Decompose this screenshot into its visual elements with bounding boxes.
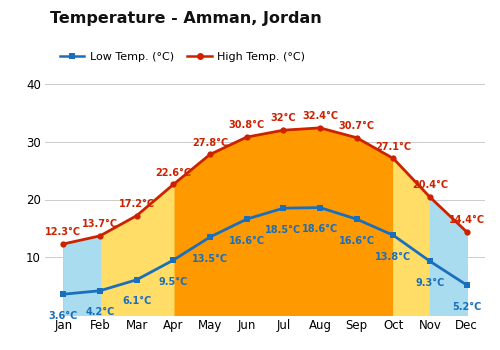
Text: 20.4°C: 20.4°C — [412, 180, 448, 190]
Text: Temperature - Amman, Jordan: Temperature - Amman, Jordan — [50, 10, 322, 26]
Text: 13.7°C: 13.7°C — [82, 219, 118, 229]
Text: 9.5°C: 9.5°C — [158, 277, 188, 287]
Text: 13.5°C: 13.5°C — [192, 254, 228, 264]
Text: 4.2°C: 4.2°C — [86, 307, 114, 317]
Text: 22.6°C: 22.6°C — [156, 168, 192, 177]
Legend: Low Temp. (°C), High Temp. (°C): Low Temp. (°C), High Temp. (°C) — [56, 48, 310, 66]
Text: 18.5°C: 18.5°C — [265, 225, 302, 235]
Text: 17.2°C: 17.2°C — [118, 199, 154, 209]
Text: 13.8°C: 13.8°C — [375, 252, 412, 262]
Text: 5.2°C: 5.2°C — [452, 302, 482, 312]
Text: 9.3°C: 9.3°C — [416, 278, 444, 288]
Text: 32.4°C: 32.4°C — [302, 111, 338, 121]
Text: 30.8°C: 30.8°C — [228, 120, 265, 130]
Text: 18.6°C: 18.6°C — [302, 224, 338, 234]
Text: 3.6°C: 3.6°C — [48, 311, 78, 321]
Text: 30.7°C: 30.7°C — [338, 121, 374, 131]
Text: 12.3°C: 12.3°C — [46, 227, 82, 237]
Text: 16.6°C: 16.6°C — [338, 236, 374, 246]
Text: 14.4°C: 14.4°C — [448, 215, 484, 225]
Text: 27.8°C: 27.8°C — [192, 138, 228, 147]
Text: 32°C: 32°C — [270, 113, 296, 123]
Text: 6.1°C: 6.1°C — [122, 296, 152, 307]
Text: 27.1°C: 27.1°C — [376, 141, 412, 152]
Text: 16.6°C: 16.6°C — [228, 236, 264, 246]
